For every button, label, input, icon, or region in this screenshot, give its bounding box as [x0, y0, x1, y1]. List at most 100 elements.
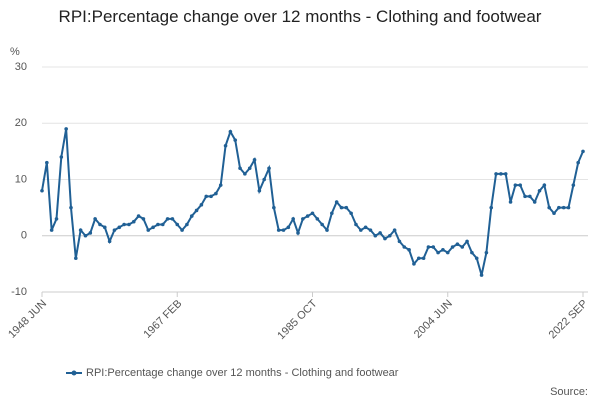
data-point [465, 239, 469, 244]
data-point [122, 222, 126, 227]
data-point [291, 217, 295, 221]
x-tick-label: 2004 JUN [412, 298, 455, 341]
data-point [141, 217, 146, 221]
data-point [88, 231, 93, 235]
data-point [450, 245, 455, 249]
y-unit: % [10, 46, 20, 58]
data-point [93, 217, 97, 221]
data-point [78, 228, 83, 232]
data-point [247, 166, 252, 171]
data-point [286, 225, 291, 230]
data-point [233, 138, 238, 142]
data-point [165, 217, 170, 221]
data-point [523, 194, 527, 199]
x-tick-label: 1948 JUN [6, 298, 49, 341]
data-point [416, 256, 421, 261]
data-point [373, 233, 378, 238]
chart-title: RPI:Percentage change over 12 months - C… [58, 7, 542, 26]
data-point [151, 225, 155, 230]
data-point [257, 188, 262, 193]
data-point [354, 222, 358, 227]
data-point [397, 239, 402, 244]
x-tick-label: 2022 SEP [547, 298, 591, 342]
data-point [156, 222, 160, 227]
x-tick-label: 1985 OCT [275, 297, 320, 342]
data-point [421, 256, 426, 261]
data-point [542, 183, 547, 187]
data-point [581, 149, 585, 154]
data-point [243, 172, 247, 176]
data-point [479, 273, 484, 277]
data-point [330, 211, 334, 216]
data-point [436, 250, 440, 255]
data-point [547, 205, 551, 210]
data-point [194, 208, 199, 213]
data-point [359, 228, 363, 232]
data-point [170, 217, 175, 221]
data-point [431, 245, 436, 249]
data-point [426, 245, 431, 249]
data-point [566, 205, 571, 210]
data-point [40, 188, 44, 193]
data-point [315, 217, 320, 221]
data-point [441, 248, 445, 252]
data-point [83, 233, 88, 238]
data-point [107, 239, 112, 244]
data-point [518, 183, 523, 187]
y-tick-label: 0 [21, 230, 27, 242]
data-point [557, 205, 561, 210]
data-point [267, 166, 271, 171]
data-point [320, 222, 324, 227]
data-point [325, 228, 329, 232]
source-label: Source: [550, 386, 588, 398]
data-point [175, 222, 180, 227]
data-point [54, 217, 59, 221]
data-point [131, 219, 136, 224]
data-point [218, 183, 223, 187]
data-point [160, 222, 165, 227]
data-point [494, 172, 498, 176]
y-tick-label: -10 [11, 286, 27, 298]
data-point [180, 228, 184, 232]
data-point [513, 183, 518, 187]
data-point [474, 256, 479, 261]
data-point [484, 250, 489, 255]
data-point [387, 233, 392, 238]
data-point [252, 158, 257, 162]
data-point [102, 225, 107, 230]
data-point [69, 205, 73, 210]
data-point [402, 245, 407, 249]
data-point [262, 177, 266, 182]
data-point [296, 231, 300, 235]
data-point [537, 188, 542, 193]
data-point [503, 172, 508, 176]
data-point [499, 172, 503, 176]
data-point [334, 200, 339, 204]
data-point [445, 250, 450, 255]
data-point [305, 214, 310, 218]
data-point [223, 143, 228, 148]
data-point [455, 242, 460, 246]
data-point [204, 194, 209, 199]
data-point [45, 160, 49, 165]
data-point [561, 205, 566, 210]
data-point [344, 205, 349, 210]
y-tick-label: 10 [15, 173, 27, 185]
data-point [185, 222, 189, 227]
data-point [383, 236, 387, 241]
data-point [199, 203, 204, 207]
data-point [301, 217, 305, 221]
data-point [98, 222, 102, 227]
y-tick-label: 30 [15, 61, 27, 73]
data-point [349, 211, 353, 216]
data-point [74, 256, 78, 261]
data-point [368, 228, 373, 232]
x-tick-label: 1967 FEB [141, 298, 184, 341]
data-point [59, 155, 64, 159]
data-point [228, 129, 233, 134]
data-point [489, 205, 494, 210]
y-tick-label: 20 [15, 117, 27, 129]
data-point [576, 160, 580, 165]
